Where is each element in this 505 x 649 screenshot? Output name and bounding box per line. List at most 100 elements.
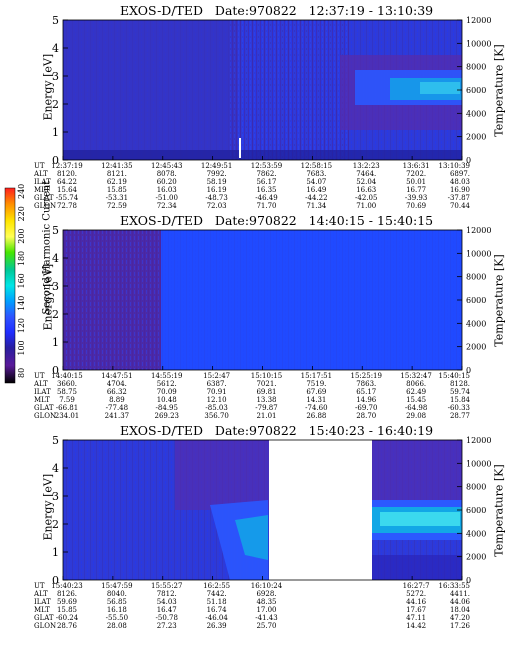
y2tick-label: 6000 xyxy=(466,86,486,95)
ytick-label: 5 xyxy=(52,224,59,237)
ephemeris-column: 16:2:55 7442. 51.18 16.74 -46.04 26.39 xyxy=(197,582,237,630)
colorbar-tick-label: 160 xyxy=(17,273,26,288)
ephemeris-value: 72.59 xyxy=(106,202,127,210)
y2label-2: Temperature [K] xyxy=(492,254,505,347)
heatmap-1 xyxy=(63,20,462,160)
colorbar-tick-label: 80 xyxy=(17,368,26,378)
ephemeris-label: UT xyxy=(34,162,45,170)
ephemeris-column: 13:2:23 7464. 52.04 16.63 -42.05 71.00 xyxy=(346,162,386,210)
ephemeris-value: -41.43 xyxy=(255,614,278,622)
y2tick-label: 2000 xyxy=(466,343,486,352)
ephemeris-label: UT xyxy=(34,372,45,380)
ephemeris-value: 28.70 xyxy=(356,412,377,420)
ytick-label: 0 xyxy=(52,364,59,377)
y2tick-label: 8000 xyxy=(466,63,486,72)
ephemeris-value: 70.69 xyxy=(406,202,427,210)
ephemeris-value: 17.26 xyxy=(449,622,470,630)
ephemeris-label: GLON xyxy=(34,622,57,630)
y2tick-label: 12000 xyxy=(466,226,491,235)
ephemeris-value: 16.18 xyxy=(106,606,127,614)
colorbar-tick-label: 120 xyxy=(17,318,26,333)
ephemeris-value: -55.74 xyxy=(55,194,79,202)
ephemeris-column: 15:55:27 7812. 54.03 16.47 -50.78 27.23 xyxy=(147,582,187,630)
ephemeris-value: 15:47:59 xyxy=(101,582,133,590)
ephemeris-value: 15:17:51 xyxy=(300,372,333,380)
y2tick-label: 12000 xyxy=(466,436,491,445)
ephemeris-value: 27.23 xyxy=(156,622,177,630)
ephemeris-value: 70.44 xyxy=(449,202,470,210)
colorbar-tick-label: 140 xyxy=(17,296,26,311)
ephemeris-value: 8.89 xyxy=(109,396,125,404)
ephemeris-value: 48.03 xyxy=(449,178,470,186)
ephemeris-value: 12:41:35 xyxy=(101,162,133,170)
y2tick-label: 6000 xyxy=(466,296,486,305)
y2tick-label: 2000 xyxy=(466,133,486,142)
ephemeris-value: 269.23 xyxy=(154,412,180,420)
y2tick-label: 0 xyxy=(466,156,471,165)
ephemeris-value: 69.81 xyxy=(256,388,277,396)
ephemeris-value: 3660. xyxy=(56,380,78,388)
ephemeris-value: 7992. xyxy=(206,170,227,178)
y2tick-label: 10000 xyxy=(466,459,491,468)
ephemeris-value: 66.32 xyxy=(106,388,127,396)
ephemeris-value: 7862. xyxy=(256,170,277,178)
ephemeris-column: 12:53:59 7862. 56.17 16.35 -46.49 71.70 xyxy=(247,162,287,210)
ephemeris-value: 15:55:27 xyxy=(151,582,183,590)
ephemeris-value xyxy=(346,582,386,590)
y2tick-label: 4000 xyxy=(466,529,486,538)
ephemeris-column: 16:27:7 5272. 44.16 17.67 47.11 14.42 xyxy=(396,582,436,630)
ephemeris-value xyxy=(296,598,336,606)
ephemeris-value: 62.49 xyxy=(406,388,427,396)
ephemeris-value: 8040. xyxy=(106,590,127,598)
ephemeris-value: 26.39 xyxy=(206,622,227,630)
ephemeris-value: 15.64 xyxy=(56,186,78,194)
ephemeris-value: 28.08 xyxy=(106,622,127,630)
colorbar xyxy=(4,187,16,384)
y2tick-label: 10000 xyxy=(466,249,491,258)
colorbar-ticks: 240 220 200 180 160 140 120 100 80 xyxy=(17,184,26,378)
ephemeris-value: 15.84 xyxy=(449,396,470,404)
ephemeris-value: 62.19 xyxy=(106,178,127,186)
ephemeris-column: 15:10:15 7021. 69.81 13.38 -79.87 21.01 xyxy=(247,372,287,420)
ephemeris-value: 58.75 xyxy=(56,388,78,396)
heatmap-3 xyxy=(63,440,462,580)
ytick-label: 2 xyxy=(52,98,59,111)
ephemeris-value: 15.85 xyxy=(106,186,127,194)
ytick-label: 3 xyxy=(52,490,59,503)
ephemeris-value: 16:27:7 xyxy=(402,582,430,590)
chart-title-1: EXOS-D/TED Date:970822 12:37:19 - 13:10:… xyxy=(120,3,434,18)
ephemeris-label: GLON xyxy=(34,202,57,210)
ephemeris-value: 15:40:23 xyxy=(51,582,83,590)
ephemeris-value: 16:10:24 xyxy=(250,582,283,590)
ephemeris-value: 7202. xyxy=(406,170,427,178)
ephemeris-value: 16.90 xyxy=(449,186,470,194)
ephemeris-value: 59.74 xyxy=(449,388,470,396)
ephemeris-value: 234.01 xyxy=(54,412,80,420)
ephemeris-value: 47.11 xyxy=(406,614,427,622)
axes-panel-2: 0 1 2 3 4 5 0 2000 4000 6000 8000 10000 12000 xyxy=(52,224,491,377)
ephemeris-value: -77.48 xyxy=(105,404,129,412)
ephemeris-value: -42.05 xyxy=(355,194,378,202)
ephemeris-value: 50.01 xyxy=(406,178,427,186)
ephemeris-column: 15:17:51 7519. 67.69 14.31 -74.60 26.88 xyxy=(296,372,336,420)
ephemeris-value: 71.70 xyxy=(256,202,277,210)
ephemeris-value: 14:55:19 xyxy=(151,372,183,380)
ephemeris-value: 28.76 xyxy=(56,622,78,630)
ytick-label: 1 xyxy=(52,546,59,559)
ephemeris-value: 44.16 xyxy=(406,598,427,606)
ephemeris-value: 7683. xyxy=(306,170,327,178)
y2tick-label: 8000 xyxy=(466,273,486,282)
ephemeris-value: 13:10:39 xyxy=(438,162,470,170)
ephemeris-value: 5612. xyxy=(156,380,177,388)
ephemeris-value: 14.31 xyxy=(306,396,327,404)
ephemeris-value: 15:32:47 xyxy=(400,372,432,380)
ephemeris-value: 54.07 xyxy=(306,178,327,186)
ephemeris-value: 7464. xyxy=(356,170,377,178)
ytick-label: 4 xyxy=(52,42,59,55)
ephemeris-value: 8126. xyxy=(56,590,78,598)
ephemeris-value: 8078. xyxy=(156,170,177,178)
ephemeris-column: 12:41:35 8121. 62.19 15.85 -53.31 72.59 xyxy=(97,162,137,210)
ephemeris-value xyxy=(296,614,336,622)
ytick-label: 4 xyxy=(52,462,59,475)
y2tick-label: 8000 xyxy=(466,483,486,492)
